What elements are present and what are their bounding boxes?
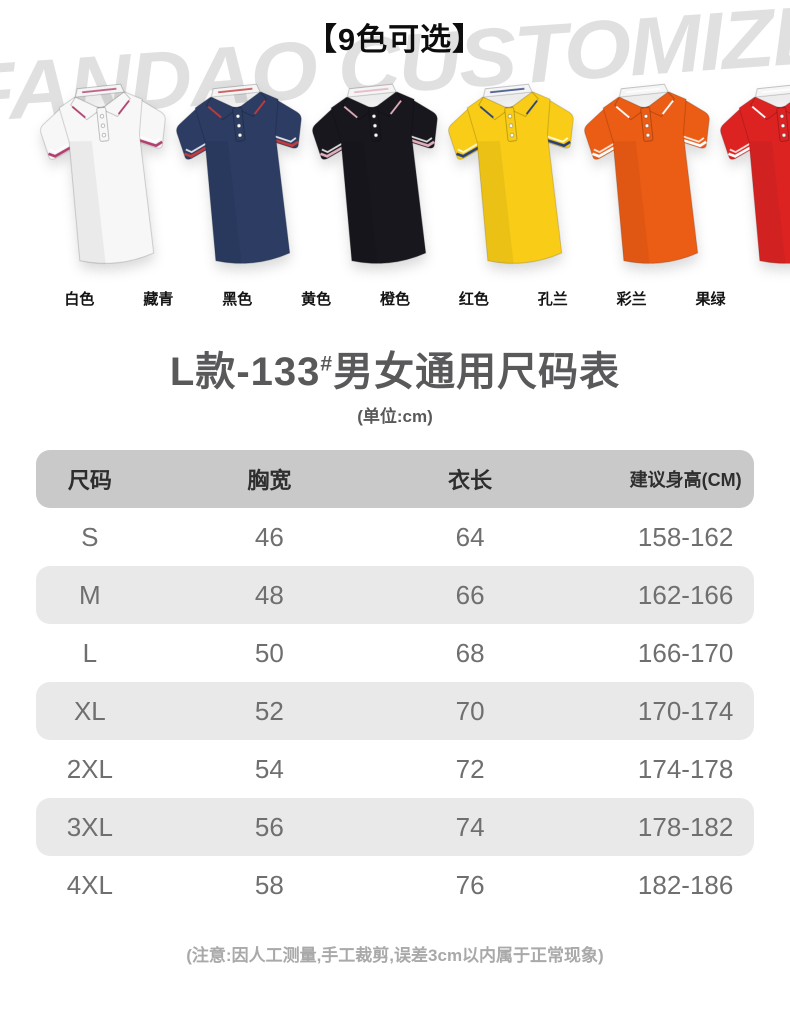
- hero-section: FANDAO CUSTOMIZE 【9色可选】: [0, 0, 790, 330]
- size-chart-table: 尺码 胸宽 衣长 建议身高(CM) S 46 64 158-162 M 48 6…: [36, 450, 754, 914]
- shirt-slot-yellow: [448, 76, 584, 286]
- table-cell-size: M: [79, 579, 101, 610]
- header-cell-chest: 胸宽: [247, 468, 292, 493]
- table-cell-size: S: [81, 521, 99, 552]
- table-row: XL 52 70 170-174: [36, 682, 754, 740]
- polo-shirt-black: [302, 69, 458, 277]
- color-label-orange: 橙色: [379, 291, 410, 308]
- size-chart-title: L款-133#男女通用尺码表: [0, 350, 790, 394]
- table-cell-chest: 54: [254, 753, 284, 784]
- color-label-green: 果绿: [695, 291, 726, 308]
- color-label-black: 黑色: [222, 291, 253, 308]
- table-row: M 48 66 162-166: [36, 566, 754, 624]
- title-superscript: #: [320, 352, 334, 376]
- title-suffix: 男女通用尺码表: [333, 350, 621, 394]
- table-cell-length: 68: [455, 637, 485, 668]
- table-cell-height: 158-162: [637, 521, 734, 552]
- shirt-slot-navy: [176, 76, 312, 286]
- table-row: 3XL 56 74 178-182: [36, 798, 754, 856]
- table-row: S 46 64 158-162: [36, 508, 754, 566]
- table-cell-length: 64: [455, 521, 485, 552]
- table-cell-height: 162-166: [637, 579, 734, 610]
- shirt-slot-orange: [584, 76, 720, 286]
- table-row: 2XL 54 72 174-178: [36, 740, 754, 798]
- table-cell-length: 76: [455, 869, 485, 900]
- table-cell-height: 170-174: [637, 695, 734, 726]
- table-cell-size: L: [82, 637, 98, 668]
- color-label-red: 红色: [458, 291, 489, 308]
- unit-note: (单位:cm): [357, 407, 433, 426]
- shirt-slot-red: [720, 76, 790, 286]
- header-cell-size: 尺码: [67, 468, 112, 493]
- polo-shirt-yellow: [438, 69, 594, 277]
- table-cell-chest: 56: [254, 811, 284, 842]
- table-cell-size: 3XL: [66, 811, 113, 842]
- table-cell-chest: 50: [254, 637, 284, 668]
- table-cell-chest: 46: [254, 521, 284, 552]
- polo-shirt-row: [40, 76, 750, 286]
- table-cell-length: 70: [455, 695, 485, 726]
- table-cell-length: 74: [455, 811, 485, 842]
- table-cell-size: 2XL: [66, 753, 113, 784]
- table-cell-size: 4XL: [66, 869, 113, 900]
- color-label-yellow: 黄色: [301, 291, 332, 308]
- polo-shirt-navy: [166, 69, 322, 277]
- table-row: 4XL 58 76 182-186: [36, 856, 754, 914]
- table-cell-height: 178-182: [637, 811, 734, 842]
- header-cell-length: 衣长: [448, 468, 493, 493]
- shirt-slot-white: [40, 76, 176, 286]
- table-cell-height: 182-186: [637, 869, 734, 900]
- table-cell-chest: 48: [254, 579, 284, 610]
- polo-shirt-white: [30, 69, 186, 277]
- table-row: L 50 68 166-170: [36, 624, 754, 682]
- shirt-slot-black: [312, 76, 448, 286]
- size-chart-title-block: L款-133#男女通用尺码表 (单位:cm): [0, 350, 790, 427]
- nine-colors-badge: 【9色可选】: [305, 22, 485, 57]
- polo-shirt-orange: [574, 69, 730, 277]
- color-label-row: 白色 藏青 黑色 黄色 橙色 红色 孔兰 彩兰 果绿: [40, 288, 750, 309]
- table-cell-length: 72: [455, 753, 485, 784]
- table-cell-height: 166-170: [637, 637, 734, 668]
- table-cell-size: XL: [73, 695, 106, 726]
- table-cell-chest: 52: [254, 695, 284, 726]
- color-label-navy: 藏青: [143, 291, 174, 308]
- color-label-royal-blue: 彩兰: [616, 291, 647, 308]
- color-label-sky-blue: 孔兰: [537, 291, 568, 308]
- table-cell-height: 174-178: [637, 753, 734, 784]
- size-chart-footnote: (注意:因人工测量,手工裁剪,误差3cm以内属于正常现象): [186, 946, 604, 965]
- title-prefix: L款-133: [169, 350, 321, 394]
- color-label-white: 白色: [64, 291, 95, 308]
- header-cell-height: 建议身高(CM): [629, 470, 742, 490]
- table-cell-length: 66: [455, 579, 485, 610]
- size-chart-header-row: 尺码 胸宽 衣长 建议身高(CM): [36, 450, 754, 508]
- table-cell-chest: 58: [254, 869, 284, 900]
